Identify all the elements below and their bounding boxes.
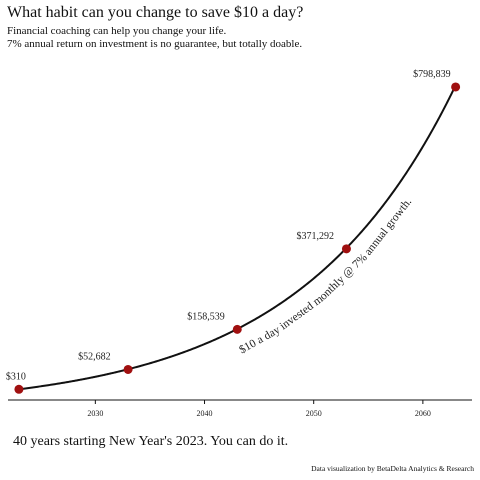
data-label-2053: $371,292 [296, 231, 334, 242]
chart-subtitle-line1: Financial coaching can help you change y… [7, 25, 227, 37]
data-label-2063: $798,839 [413, 69, 451, 80]
data-label-2033: $52,682 [78, 351, 111, 362]
data-point-2053 [341, 244, 351, 254]
growth-curve [18, 84, 457, 391]
curve-annotation: $10 a day invested monthly @ 7% annual g… [237, 197, 415, 357]
data-label-2023: $310 [6, 371, 26, 382]
chart-title: What habit can you change to save $10 a … [7, 4, 304, 21]
x-tick-label-2040: 2040 [197, 409, 213, 418]
x-tick-label-2030: 2030 [87, 409, 103, 418]
x-tick-label-2050: 2050 [306, 409, 322, 418]
data-point-2033 [123, 364, 133, 374]
chart-subtitle-line2: 7% annual return on investment is no gua… [7, 38, 303, 50]
data-label-2043: $158,539 [187, 311, 225, 322]
chart-caption: 40 years starting New Year's 2023. You c… [13, 434, 289, 449]
x-tick-label-2060: 2060 [415, 409, 431, 418]
data-point-2043 [232, 324, 242, 334]
data-point-2063 [451, 82, 461, 92]
chart-credit: Data visualization by BetaDelta Analytic… [311, 464, 474, 473]
data-point-2023 [14, 384, 24, 394]
